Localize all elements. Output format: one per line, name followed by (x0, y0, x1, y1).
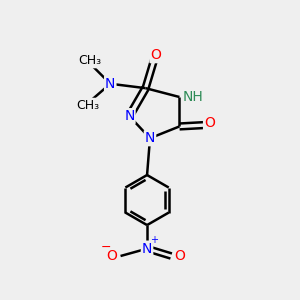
Text: O: O (151, 48, 161, 62)
Text: CH₃: CH₃ (76, 99, 100, 112)
Text: CH₃: CH₃ (78, 54, 101, 67)
Text: NH: NH (183, 90, 204, 104)
Text: O: O (204, 116, 215, 130)
Text: N: N (145, 131, 155, 145)
Text: O: O (174, 249, 185, 263)
Text: −: − (100, 241, 111, 254)
Text: N: N (142, 242, 152, 256)
Text: +: + (149, 236, 158, 245)
Text: O: O (106, 249, 117, 263)
Text: N: N (105, 77, 116, 91)
Text: N: N (124, 109, 135, 123)
